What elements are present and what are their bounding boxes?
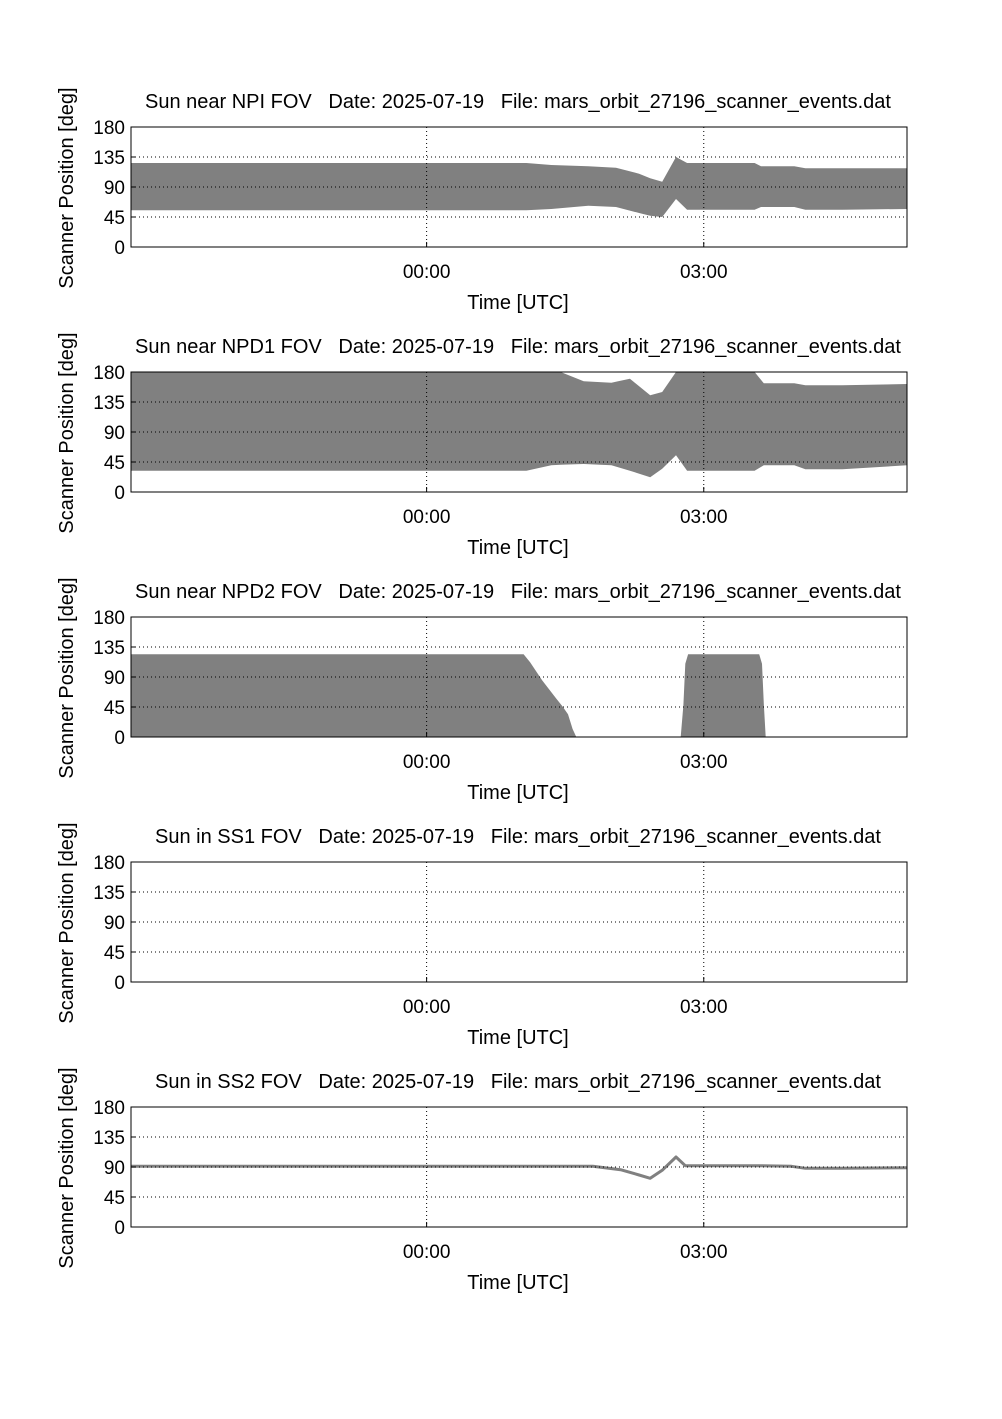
x-tick-label: 00:00 bbox=[403, 997, 451, 1018]
subplot-npd1-fov: Sun near NPD1 FOV Date: 2025-07-19 File:… bbox=[56, 332, 908, 559]
axes-frame bbox=[130, 126, 908, 248]
x-tick-label: 00:00 bbox=[403, 507, 451, 528]
y-tick-label: 180 bbox=[93, 363, 125, 384]
y-tick-label: 90 bbox=[104, 668, 125, 689]
y-tick-label: 45 bbox=[104, 1188, 125, 1209]
chart-title: Sun in SS2 FOV Date: 2025-07-19 File: ma… bbox=[155, 1071, 881, 1093]
y-tick-label: 0 bbox=[114, 728, 125, 749]
series-area bbox=[131, 372, 907, 478]
y-tick-label: 45 bbox=[104, 453, 125, 474]
chart-title: Sun in SS1 FOV Date: 2025-07-19 File: ma… bbox=[155, 826, 881, 848]
series-area bbox=[131, 654, 907, 737]
y-tick-label: 90 bbox=[104, 1158, 125, 1179]
y-axis-label: Scanner Position [deg] bbox=[56, 332, 78, 533]
y-tick-label: 180 bbox=[93, 608, 125, 629]
y-tick-label: 135 bbox=[93, 883, 125, 904]
y-tick-label: 180 bbox=[93, 118, 125, 139]
y-tick-label: 135 bbox=[93, 638, 125, 659]
x-tick-label: 03:00 bbox=[680, 997, 728, 1018]
x-axis-label: Time [UTC] bbox=[467, 782, 568, 804]
y-tick-label: 135 bbox=[93, 148, 125, 169]
series-line bbox=[131, 1155, 908, 1180]
subplot-npd2-fov: Sun near NPD2 FOV Date: 2025-07-19 File:… bbox=[56, 577, 908, 804]
y-tick-label: 90 bbox=[104, 178, 125, 199]
chart-title: Sun near NPD2 FOV Date: 2025-07-19 File:… bbox=[135, 581, 901, 603]
y-tick-label: 90 bbox=[104, 913, 125, 934]
y-tick-label: 0 bbox=[114, 238, 125, 259]
x-tick-label: 03:00 bbox=[680, 507, 728, 528]
plot-area: 0 45 90 135 180 00:00 03:00 bbox=[93, 853, 908, 1018]
y-axis-label: Scanner Position [deg] bbox=[56, 822, 78, 1023]
y-tick-label: 45 bbox=[104, 943, 125, 964]
y-tick-label: 135 bbox=[93, 393, 125, 414]
x-tick-label: 00:00 bbox=[403, 1242, 451, 1263]
y-tick-label: 0 bbox=[114, 1218, 125, 1239]
axes-frame bbox=[130, 371, 908, 493]
y-tick-label: 135 bbox=[93, 1128, 125, 1149]
y-axis-label: Scanner Position [deg] bbox=[56, 87, 78, 288]
axes-frame bbox=[130, 616, 908, 738]
axes-frame bbox=[130, 861, 908, 983]
x-tick-label: 00:00 bbox=[403, 262, 451, 283]
x-axis-label: Time [UTC] bbox=[467, 1027, 568, 1049]
subplot-ss2-fov: Sun in SS2 FOV Date: 2025-07-19 File: ma… bbox=[56, 1067, 908, 1294]
y-tick-label: 45 bbox=[104, 698, 125, 719]
plot-area: 0 45 90 135 180 00:00 03:00 bbox=[93, 1098, 908, 1263]
subplot-npi-fov: Sun near NPI FOV Date: 2025-07-19 File: … bbox=[56, 87, 908, 314]
plot-area: 0 45 90 135 180 00:00 03:00 bbox=[93, 363, 908, 528]
y-tick-label: 180 bbox=[93, 853, 125, 874]
y-tick-label: 180 bbox=[93, 1098, 125, 1119]
y-tick-label: 0 bbox=[114, 973, 125, 994]
x-axis-label: Time [UTC] bbox=[467, 1272, 568, 1294]
x-tick-label: 00:00 bbox=[403, 752, 451, 773]
chart-title: Sun near NPI FOV Date: 2025-07-19 File: … bbox=[145, 91, 891, 113]
axes-frame bbox=[130, 1106, 908, 1228]
x-tick-label: 03:00 bbox=[680, 262, 728, 283]
y-axis-label: Scanner Position [deg] bbox=[56, 1067, 78, 1268]
subplot-ss1-fov: Sun in SS1 FOV Date: 2025-07-19 File: ma… bbox=[56, 822, 908, 1049]
y-tick-label: 90 bbox=[104, 423, 125, 444]
plot-area: 0 45 90 135 180 00:00 03:00 bbox=[93, 608, 908, 773]
chart-title: Sun near NPD1 FOV Date: 2025-07-19 File:… bbox=[135, 336, 901, 358]
x-tick-label: 03:00 bbox=[680, 752, 728, 773]
y-tick-label: 0 bbox=[114, 483, 125, 504]
plot-area: 0 45 90 135 180 00:00 03:00 bbox=[93, 118, 908, 283]
y-tick-label: 45 bbox=[104, 208, 125, 229]
x-axis-label: Time [UTC] bbox=[467, 292, 568, 314]
x-axis-label: Time [UTC] bbox=[467, 537, 568, 559]
y-axis-label: Scanner Position [deg] bbox=[56, 577, 78, 778]
x-tick-label: 03:00 bbox=[680, 1242, 728, 1263]
